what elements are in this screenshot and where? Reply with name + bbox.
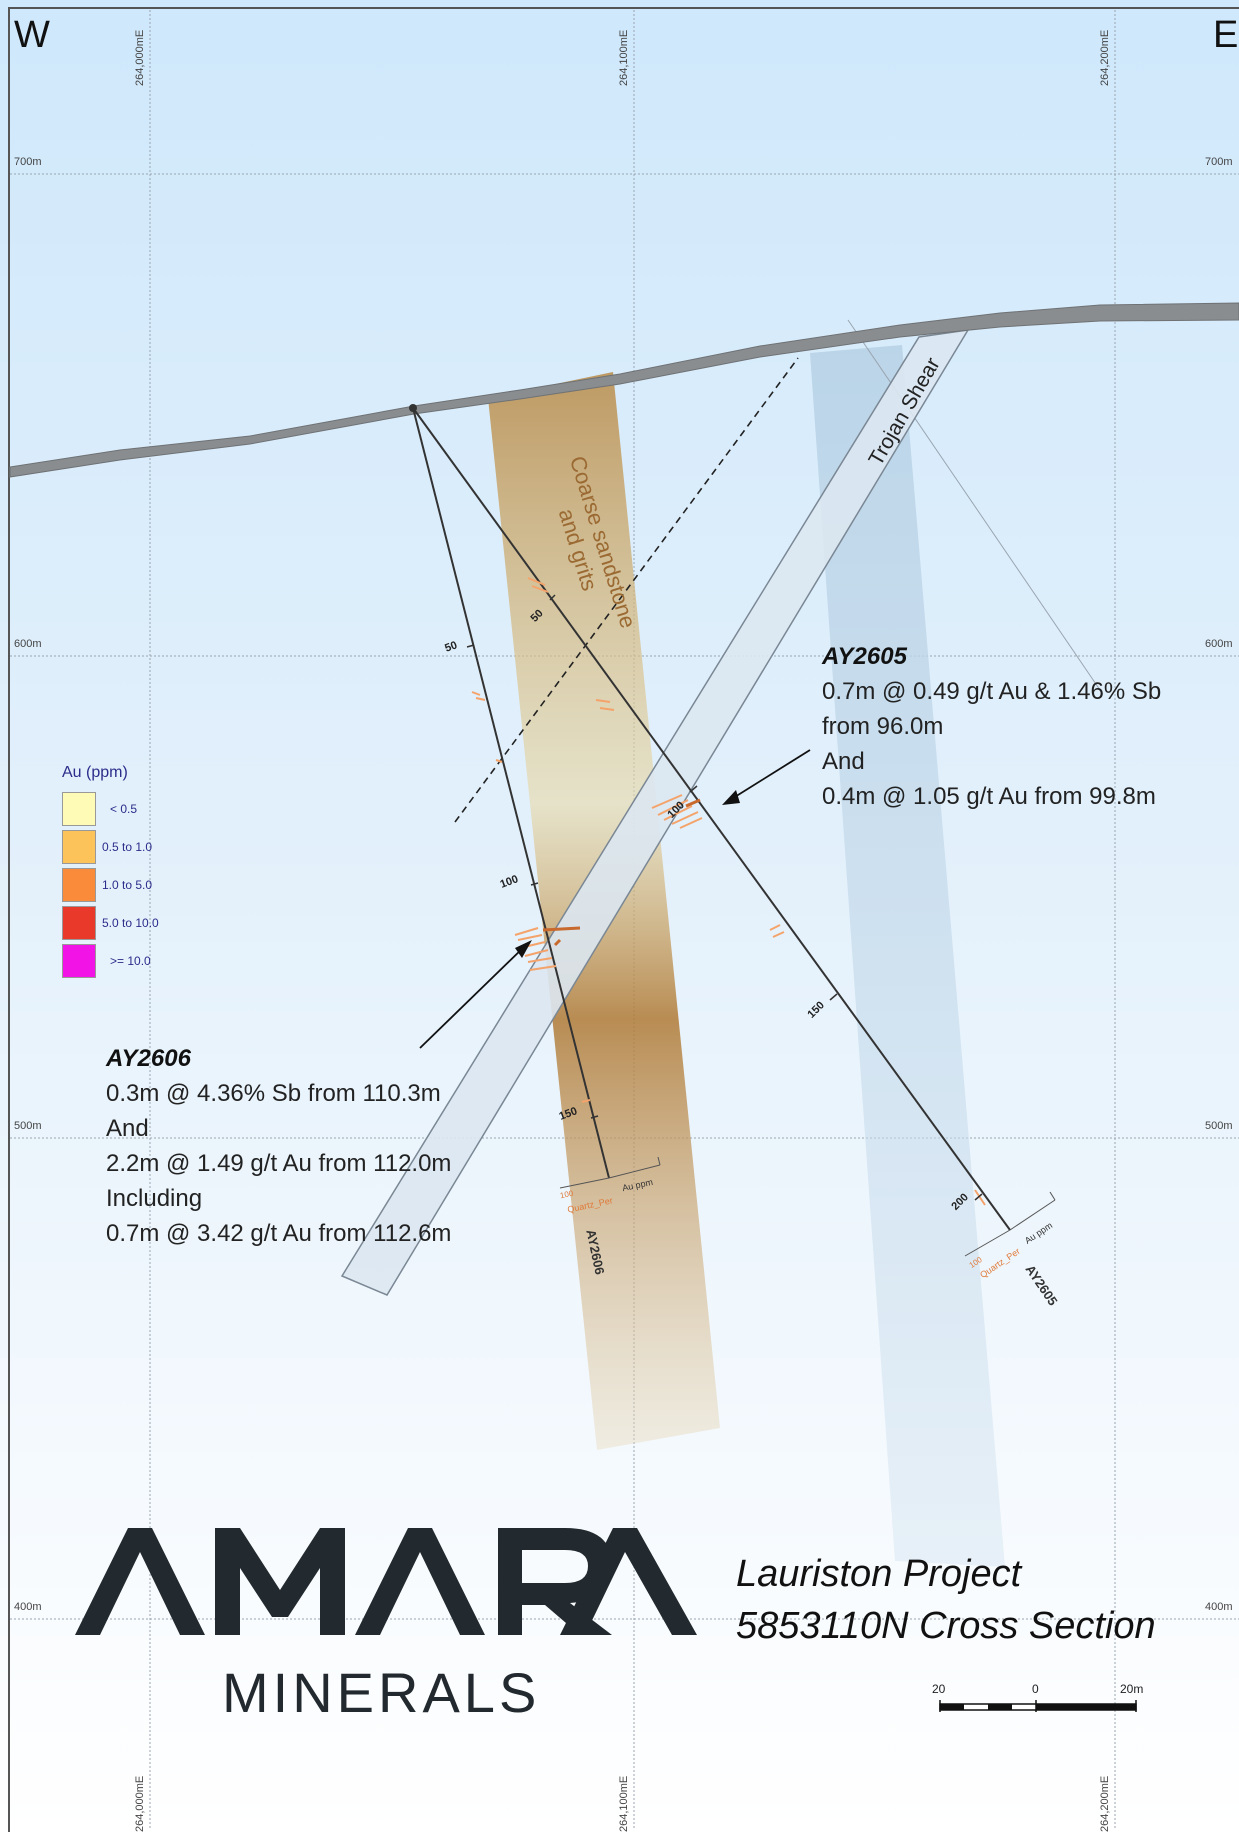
ay2605-callout-line-1: 0.7m @ 0.49 g/t Au & 1.46% Sb (822, 678, 1162, 705)
elev-600-right: 600m (1205, 638, 1233, 650)
ground-surface (9, 302, 1239, 478)
ay2605-downhole-plot (964, 1191, 1056, 1257)
scale-mid-label: 0 (1032, 1682, 1039, 1696)
drillhole-ay2605-trace (412, 407, 1011, 1231)
legend-item: 1.0 to 5.0 (62, 866, 192, 904)
logo-subtitle: MINERALS (222, 1661, 541, 1724)
legend-label: >= 10.0 (110, 954, 151, 968)
easting-label-bottom-3: 264,200mE (1099, 1775, 1111, 1832)
legend-title: Au (ppm) (62, 764, 128, 781)
project-title-line1: Lauriston Project (736, 1553, 1022, 1595)
ay2606-callout-title: AY2606 (106, 1045, 191, 1072)
east-label: E (1213, 14, 1239, 56)
depth-ticks (466, 594, 983, 1201)
au-assay-bars (471, 577, 986, 1206)
project-title-line2: 5853110N Cross Section (736, 1605, 1156, 1647)
amara-logo (75, 1528, 697, 1635)
elev-700-right: 700m (1205, 156, 1233, 168)
legend-label: 5.0 to 10.0 (102, 916, 159, 930)
easting-label-bottom-1: 264,000mE (134, 1775, 146, 1832)
legend-items: < 0.5 0.5 to 1.0 1.0 to 5.0 5.0 to 10.0 >= 1… (62, 790, 192, 980)
ay2606-callout-line-2: And (106, 1115, 149, 1142)
structure-line (847, 319, 1101, 691)
map-frame (8, 7, 1239, 1832)
scale-bar (939, 1700, 1137, 1712)
collar-marker (409, 404, 417, 412)
ay2605-callout-title: AY2605 (822, 643, 907, 670)
legend-swatch (62, 868, 96, 902)
legend-label: 0.5 to 1.0 (102, 840, 153, 854)
legend-swatch (62, 944, 96, 978)
legend-item: >= 10.0 (62, 942, 192, 980)
easting-label-top-2: 264,100mE (618, 29, 630, 86)
elev-500-left: 500m (14, 1120, 42, 1132)
ay2606-arrowhead (515, 940, 532, 958)
ay2605-callout-line-2: from 96.0m (822, 713, 944, 740)
ay2606-callout-line-5: 0.7m @ 3.42 g/t Au from 112.6m (106, 1220, 452, 1247)
west-label: W (14, 14, 50, 56)
au-legend: Au (ppm) < 0.5 0.5 to 1.0 1.0 to 5.0 5.0 to… (62, 764, 192, 980)
ay2606-callout-line-4: Including (106, 1185, 203, 1212)
scale-left-label: 20 (932, 1682, 946, 1696)
legend-label: 1.0 to 5.0 (102, 878, 153, 892)
elev-700-left: 700m (14, 156, 42, 168)
elev-400-left: 400m (14, 1601, 42, 1613)
ay2605-callout-line-3: And (822, 748, 865, 775)
ay2606-downhole-plot (559, 1156, 661, 1189)
dashed-structure (454, 357, 799, 823)
au-assay-high-bars (542, 798, 701, 947)
project-title: Lauriston Project 5853110N Cross Section (736, 1548, 1206, 1652)
blue-unit-band (810, 345, 1005, 1567)
ay2606-callout-line-1: 0.3m @ 4.36% Sb from 110.3m (106, 1080, 441, 1107)
scale-right-label: 20m (1120, 1682, 1144, 1696)
legend-item: < 0.5 (62, 790, 192, 828)
ay2605-callout: AY2605 0.7m @ 0.49 g/t Au & 1.46% Sb fro… (822, 640, 1222, 814)
legend-item: 0.5 to 1.0 (62, 828, 192, 866)
elev-400-right: 400m (1205, 1601, 1233, 1613)
ay2605-arrowhead (722, 790, 740, 805)
ay2605-callout-line-4: 0.4m @ 1.05 g/t Au from 99.8m (822, 783, 1156, 810)
callout-arrows (419, 749, 811, 1049)
easting-label-top-1: 264,000mE (134, 29, 146, 86)
ay2606-callout-line-3: 2.2m @ 1.49 g/t Au from 112.0m (106, 1150, 452, 1177)
easting-label-bottom-2: 264,100mE (618, 1775, 630, 1832)
elev-600-left: 600m (14, 638, 42, 650)
drillhole-ay2606-trace (412, 407, 610, 1179)
legend-swatch (62, 792, 96, 826)
easting-label-top-3: 264,200mE (1099, 29, 1111, 86)
legend-swatch (62, 906, 96, 940)
legend-label: < 0.5 (110, 802, 138, 816)
legend-swatch (62, 830, 96, 864)
ay2606-callout: AY2606 0.3m @ 4.36% Sb from 110.3m And 2… (106, 1041, 526, 1251)
legend-item: 5.0 to 10.0 (62, 904, 192, 942)
elev-500-right: 500m (1205, 1120, 1233, 1132)
